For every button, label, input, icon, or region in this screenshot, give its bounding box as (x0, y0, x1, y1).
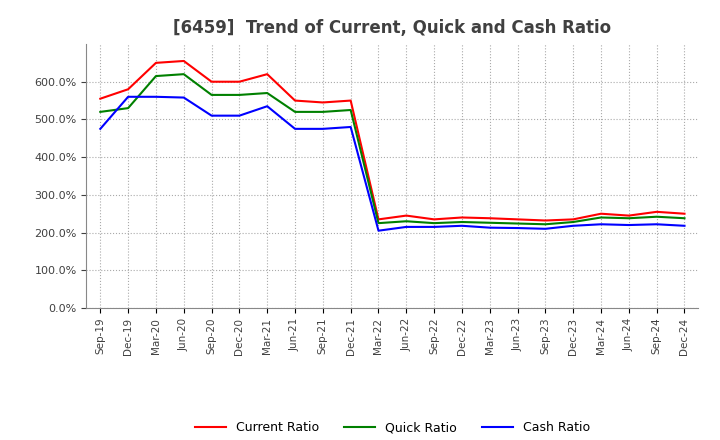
Cash Ratio (485, 225, 494, 230)
Quick Ratio (624, 216, 633, 221)
Quick Ratio (430, 220, 438, 226)
Quick Ratio (235, 92, 243, 98)
Current Ratio (513, 217, 522, 222)
Cash Ratio (569, 223, 577, 228)
Line: Current Ratio: Current Ratio (100, 61, 685, 220)
Quick Ratio (318, 109, 327, 114)
Quick Ratio (96, 109, 104, 114)
Cash Ratio (458, 223, 467, 228)
Quick Ratio (402, 219, 410, 224)
Line: Cash Ratio: Cash Ratio (100, 97, 685, 231)
Current Ratio (652, 209, 661, 214)
Line: Quick Ratio: Quick Ratio (100, 74, 685, 224)
Cash Ratio (624, 222, 633, 227)
Cash Ratio (179, 95, 188, 100)
Quick Ratio (124, 106, 132, 111)
Current Ratio (346, 98, 355, 103)
Cash Ratio (513, 225, 522, 231)
Quick Ratio (207, 92, 216, 98)
Legend: Current Ratio, Quick Ratio, Cash Ratio: Current Ratio, Quick Ratio, Cash Ratio (189, 416, 595, 439)
Cash Ratio (318, 126, 327, 132)
Quick Ratio (485, 220, 494, 225)
Current Ratio (402, 213, 410, 218)
Current Ratio (485, 216, 494, 221)
Current Ratio (680, 211, 689, 216)
Cash Ratio (430, 224, 438, 230)
Quick Ratio (346, 107, 355, 113)
Cash Ratio (652, 222, 661, 227)
Quick Ratio (569, 220, 577, 225)
Quick Ratio (263, 90, 271, 95)
Current Ratio (291, 98, 300, 103)
Quick Ratio (597, 215, 606, 220)
Quick Ratio (291, 109, 300, 114)
Current Ratio (541, 218, 550, 223)
Title: [6459]  Trend of Current, Quick and Cash Ratio: [6459] Trend of Current, Quick and Cash … (174, 19, 611, 37)
Current Ratio (430, 217, 438, 222)
Current Ratio (318, 100, 327, 105)
Cash Ratio (402, 224, 410, 230)
Cash Ratio (96, 126, 104, 132)
Cash Ratio (124, 94, 132, 99)
Current Ratio (152, 60, 161, 66)
Quick Ratio (179, 72, 188, 77)
Quick Ratio (458, 220, 467, 225)
Current Ratio (458, 215, 467, 220)
Current Ratio (569, 217, 577, 222)
Cash Ratio (541, 226, 550, 231)
Quick Ratio (652, 214, 661, 220)
Cash Ratio (207, 113, 216, 118)
Current Ratio (179, 59, 188, 64)
Current Ratio (124, 87, 132, 92)
Cash Ratio (346, 125, 355, 130)
Cash Ratio (263, 103, 271, 109)
Current Ratio (235, 79, 243, 84)
Cash Ratio (680, 223, 689, 228)
Current Ratio (96, 96, 104, 101)
Cash Ratio (597, 222, 606, 227)
Current Ratio (374, 217, 383, 222)
Cash Ratio (291, 126, 300, 132)
Quick Ratio (374, 220, 383, 226)
Cash Ratio (235, 113, 243, 118)
Current Ratio (263, 72, 271, 77)
Current Ratio (597, 211, 606, 216)
Quick Ratio (513, 221, 522, 226)
Cash Ratio (152, 94, 161, 99)
Quick Ratio (152, 73, 161, 79)
Current Ratio (624, 213, 633, 218)
Quick Ratio (541, 222, 550, 227)
Cash Ratio (374, 228, 383, 233)
Current Ratio (207, 79, 216, 84)
Quick Ratio (680, 216, 689, 221)
